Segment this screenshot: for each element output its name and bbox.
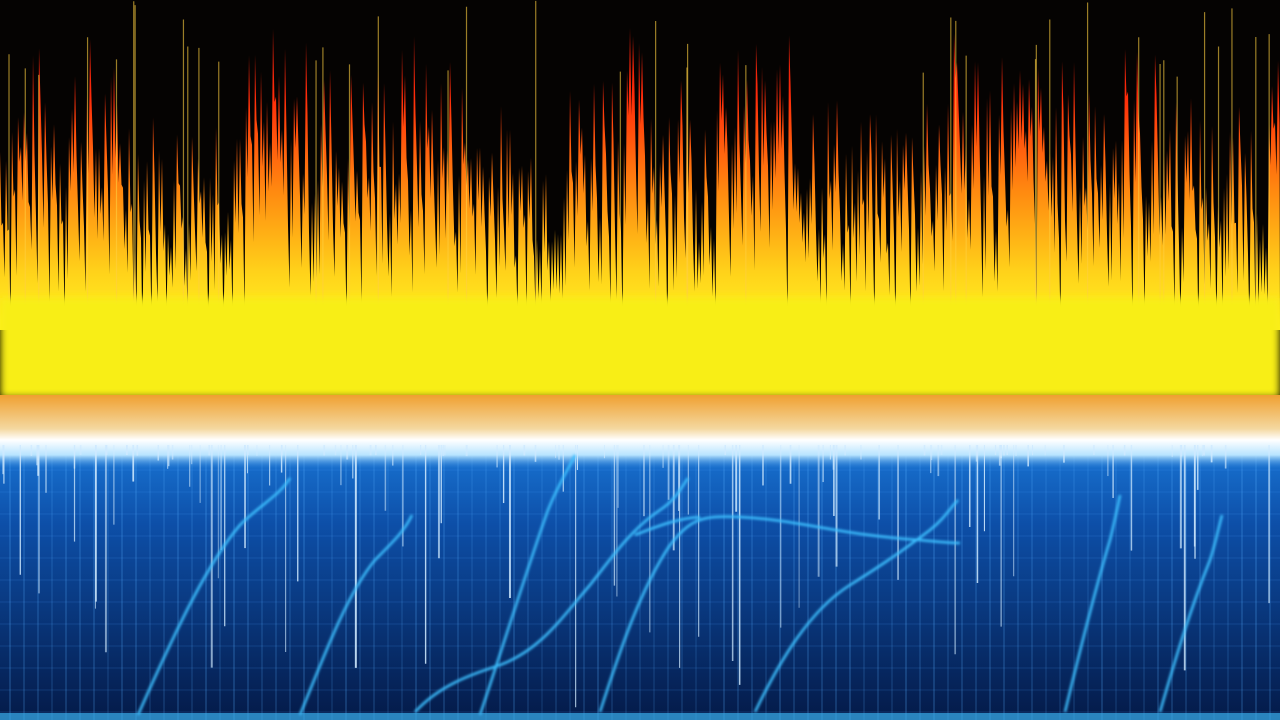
- curve: [634, 515, 701, 537]
- curve: [414, 477, 690, 713]
- horizon-glow: [0, 395, 1280, 470]
- curve: [753, 499, 959, 713]
- curve: [1158, 514, 1224, 713]
- cyan-curves: [136, 454, 1224, 716]
- curve: [478, 454, 577, 716]
- fire-spikes: [0, 0, 1280, 339]
- curve: [598, 515, 961, 713]
- curve: [1063, 494, 1122, 713]
- blue-grid: [0, 450, 1280, 720]
- fire-wave: [0, 28, 1280, 339]
- yellow-band: [0, 298, 1280, 398]
- bottom-edge: [0, 713, 1280, 720]
- blue-field: [0, 440, 1280, 720]
- curve: [298, 514, 414, 716]
- curve: [136, 477, 292, 716]
